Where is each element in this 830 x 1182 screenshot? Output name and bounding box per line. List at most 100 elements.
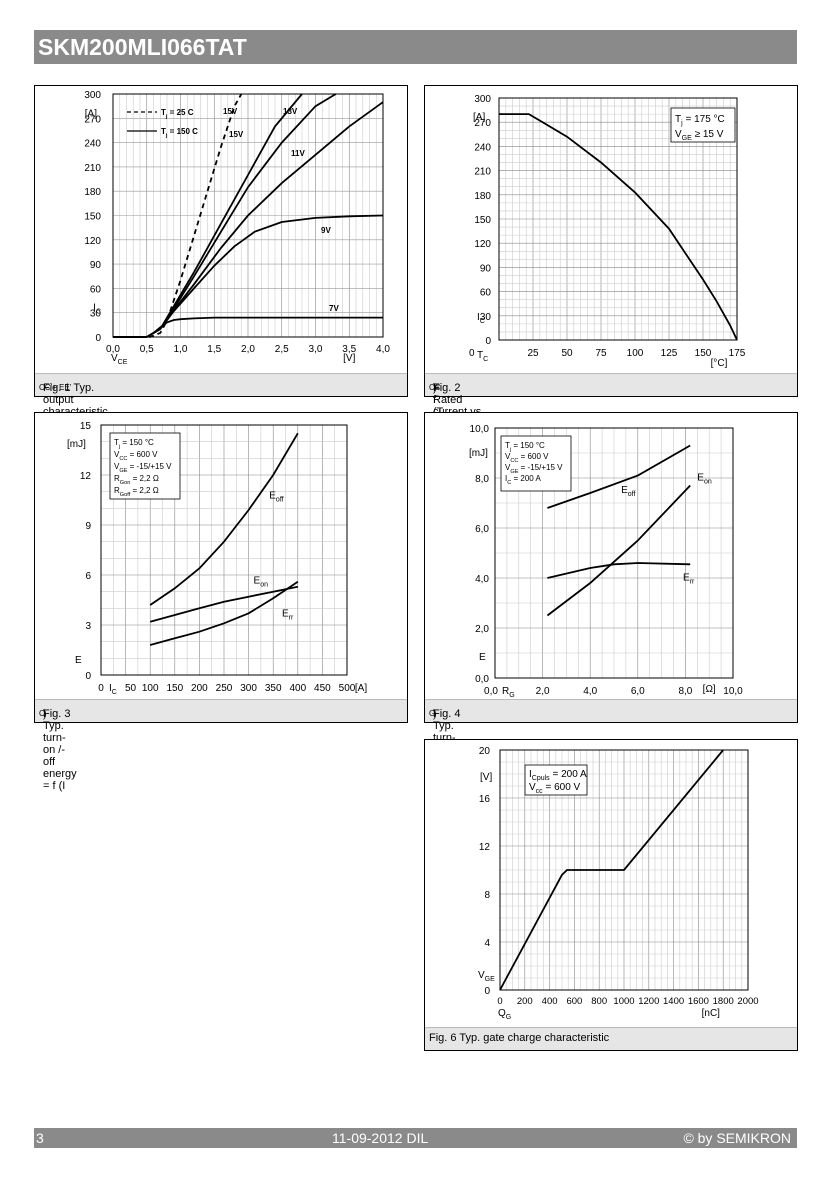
fig4-ytick-label: 8,0 bbox=[475, 474, 489, 485]
fig2-xtick-label: 100 bbox=[627, 348, 644, 359]
fig6-xtick-label: 0 bbox=[497, 996, 502, 1007]
fig2-ytick-label: 60 bbox=[480, 288, 492, 299]
fig1-ytick-label: 270 bbox=[84, 114, 101, 125]
fig6-panel: 20 16 12 8 4 0 0 200 400 600 800 1000 1200 1400 1600 18… bbox=[424, 739, 798, 1051]
fig6-xlabel: QG bbox=[498, 1008, 511, 1021]
fig3-ytick-label: 6 bbox=[85, 571, 91, 582]
fig2-xtick-label: 50 bbox=[561, 348, 573, 359]
fig4-label-eoff: Eoff bbox=[621, 485, 635, 498]
fig1-ytick-label: 120 bbox=[84, 236, 101, 247]
fig1-xtick-label: 3,0 bbox=[309, 344, 323, 355]
fig6-ytick-label: 0 bbox=[484, 986, 490, 997]
fig2-curve bbox=[499, 113, 738, 341]
fig1-xtick-label: 0,0 bbox=[106, 344, 120, 355]
fig4-chart: 10,0 8,0 6,0 4,0 2,0 0,0 2,0 4,0 6,0 8,0 10,0 0,0 RG… bbox=[469, 424, 743, 699]
fig2-ytick-label: 30 bbox=[480, 312, 492, 323]
fig4-plot-border bbox=[494, 427, 734, 679]
fig2-ylabel: IC bbox=[477, 312, 485, 325]
fig4-panel: 10,0 8,0 6,0 4,0 2,0 0,0 2,0 4,0 6,0 8,0 10,0 0,0 RG… bbox=[424, 412, 798, 792]
page-title: SKM200MLI066TAT bbox=[38, 34, 247, 60]
fig1-caption: Fig. 1 Typ. output characteristic, inclu… bbox=[35, 373, 407, 430]
fig3-yunit-label: [mJ] bbox=[67, 439, 86, 450]
fig3-legend-box bbox=[109, 432, 181, 500]
fig6-ytick-label: 12 bbox=[479, 842, 491, 853]
fig3-ytick-label: 3 bbox=[85, 621, 91, 632]
fig1-xunit-label: [V] bbox=[343, 353, 355, 364]
fig4-xlabel: RG bbox=[502, 686, 515, 699]
fig4-xtick-label: 8,0 bbox=[678, 686, 692, 697]
fig4-ytick-label: 2,0 bbox=[475, 624, 489, 635]
fig6-ytick-label: 4 bbox=[484, 938, 490, 949]
fig2-xtick-label: 25 bbox=[527, 348, 539, 359]
fig6-xtick-label: 600 bbox=[566, 996, 582, 1007]
fig4-xtick-label: 10,0 bbox=[723, 686, 743, 697]
fig1-xtick-label: 1,5 bbox=[207, 344, 221, 355]
fig3-ytick-label: 9 bbox=[85, 521, 91, 532]
fig2-ytick-label: 120 bbox=[474, 239, 491, 250]
fig3-xlabel: IC bbox=[109, 683, 117, 696]
fig4-ylabel: E bbox=[479, 652, 486, 663]
fig2-ytick-label: 240 bbox=[474, 142, 491, 153]
fig1-xtick-label: 1,0 bbox=[174, 344, 188, 355]
fig2-xtick-label: 75 bbox=[595, 348, 607, 359]
fig6-xtick-label: 200 bbox=[517, 996, 533, 1007]
fig2-plot-border bbox=[498, 97, 738, 341]
fig3-x0-label: 0 bbox=[98, 683, 104, 694]
fig1-ytick-label: 90 bbox=[90, 260, 102, 271]
fig1-curve-label: 9V bbox=[321, 226, 331, 235]
fig4-legend-line: Tj = 150 °C bbox=[505, 441, 545, 453]
fig4-ytick-label: 10,0 bbox=[470, 424, 490, 435]
fig2-ytick-label: 300 bbox=[474, 94, 491, 105]
fig6-xunit-label: [nC] bbox=[702, 1008, 721, 1019]
fig3-caption: Fig. 3 Typ. turn-on /-off energy = f (I C… bbox=[35, 699, 407, 792]
fig2-caption: Fig. 2 Rated current vs. temperature IC … bbox=[425, 373, 797, 442]
fig3-xunit-label: [A] bbox=[355, 683, 367, 694]
page-number: 3 bbox=[36, 1130, 44, 1146]
page-title-bar: SKM200MLI066TAT bbox=[34, 30, 797, 64]
fig1-xtick-label: 0,5 bbox=[140, 344, 154, 355]
fig6-ytick-label: 16 bbox=[479, 794, 491, 805]
fig4-xtick-label: 2,0 bbox=[536, 686, 550, 697]
fig2-ytick-label: 0 bbox=[485, 336, 491, 347]
fig6-xtick-label: 800 bbox=[591, 996, 607, 1007]
fig3-legend-line: Tj = 150 °C bbox=[114, 438, 154, 450]
fig2-xtick-label: 150 bbox=[695, 348, 712, 359]
fig3-legend-line: RGon = 2,2 Ω bbox=[114, 474, 159, 486]
fig1-ytick-label: 0 bbox=[95, 333, 101, 344]
fig1-ytick-label: 60 bbox=[90, 284, 102, 295]
fig1-xtick-label: 2,0 bbox=[241, 344, 255, 355]
fig4-legend-line: IC = 200 A bbox=[505, 474, 542, 486]
fig6-ylabel: VGE bbox=[478, 970, 495, 983]
fig4-label-err: Err bbox=[683, 573, 695, 586]
fig3-curve bbox=[149, 432, 299, 606]
fig4-curve bbox=[547, 444, 691, 509]
fig3-ytick-label: 0 bbox=[85, 671, 91, 682]
fig6-legend-vcc: Vcc = 600 V bbox=[529, 782, 581, 795]
fig4-ytick-label: 4,0 bbox=[475, 574, 489, 585]
fig3-label-eoff: Eoff bbox=[269, 490, 283, 503]
fig1-panel: 300 270 240 210 180 150 120 90 60 30 0 0,0 0,5 1,0 1,5… bbox=[34, 85, 408, 430]
fig1-curve-label: 7V bbox=[329, 304, 339, 313]
fig1-xlabel: VCE bbox=[111, 353, 128, 366]
fig6-caption: Fig. 6 Typ. gate charge characteristic bbox=[425, 1027, 797, 1050]
fig1-yunit-label: [A] bbox=[85, 108, 97, 119]
fig3-chart: 15 12 9 6 3 0 100 150 200 250 300 350 400 450 500 0 IC 50… bbox=[67, 421, 367, 696]
fig1-xtick-label: 3,5 bbox=[342, 344, 356, 355]
fig3-plot-border bbox=[100, 424, 348, 676]
fig3-x50-label: 50 bbox=[125, 683, 137, 694]
fig2-ytick-label: 90 bbox=[480, 263, 492, 274]
fig4-x0-label: 0,0 bbox=[484, 686, 498, 697]
fig2-ytick-label: 210 bbox=[474, 167, 491, 178]
fig3-xtick-label: 500 bbox=[339, 683, 356, 694]
fig1-legend-dashed-label: Tj = 25 C bbox=[161, 108, 194, 120]
fig1-xtick-label: 4,0 bbox=[376, 344, 390, 355]
fig1-ytick-label: 210 bbox=[84, 163, 101, 174]
page-footer: 3 11-09-2012 DIL © by SEMIKRON bbox=[34, 1128, 797, 1148]
fig3-xtick-label: 350 bbox=[265, 683, 282, 694]
fig2-ytick-label: 150 bbox=[474, 215, 491, 226]
fig1-curve-label: 15V bbox=[223, 107, 238, 116]
fig6-legend-ic: ICpuls = 200 A bbox=[529, 769, 587, 782]
fig1-ytick-label: 30 bbox=[90, 309, 102, 320]
fig3-panel: 15 12 9 6 3 0 100 150 200 250 300 350 400 450 500 0 IC 50… bbox=[34, 412, 408, 792]
